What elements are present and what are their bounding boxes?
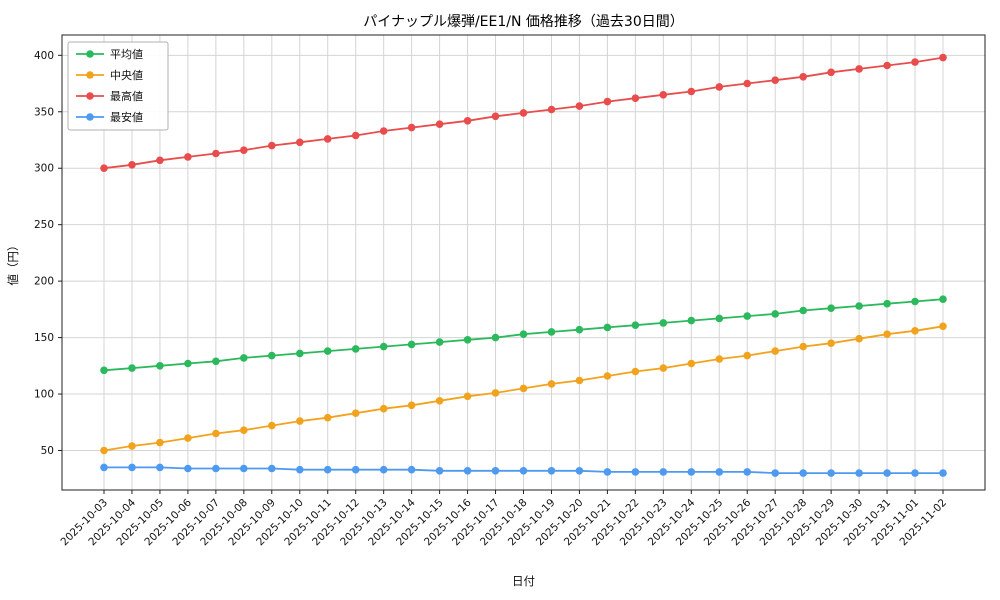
legend-label-average: 平均値 — [110, 48, 143, 61]
y-axis-label: 値（円） — [6, 240, 20, 286]
y-tick-label: 400 — [34, 50, 54, 62]
legend-label-min: 最安値 — [110, 110, 143, 124]
y-tick-label: 350 — [34, 106, 54, 118]
series-markers-average — [100, 295, 947, 375]
gridlines — [62, 35, 985, 490]
legend-label-max: 最高値 — [110, 89, 143, 103]
chart-title: パイナップル爆弾/EE1/N 価格推移（過去30日間） — [363, 14, 684, 30]
series-markers-median — [100, 322, 947, 455]
y-tick-label: 200 — [34, 276, 54, 288]
legend-marker-max — [86, 92, 94, 100]
legend-label-median: 中央値 — [110, 69, 143, 82]
y-tick-label: 100 — [34, 389, 54, 401]
y-tick-label: 150 — [34, 332, 54, 344]
legend-marker-min — [86, 113, 94, 121]
y-tick-label: 50 — [41, 445, 54, 457]
x-axis-label: 日付 — [512, 574, 535, 588]
series-markers-min — [100, 463, 947, 477]
y-tick-label: 250 — [34, 219, 54, 231]
legend-marker-average — [86, 50, 94, 58]
y-tick-label: 300 — [34, 163, 54, 175]
legend-box — [67, 41, 169, 131]
series-markers-max — [100, 53, 947, 172]
legend-marker-median — [86, 71, 94, 79]
